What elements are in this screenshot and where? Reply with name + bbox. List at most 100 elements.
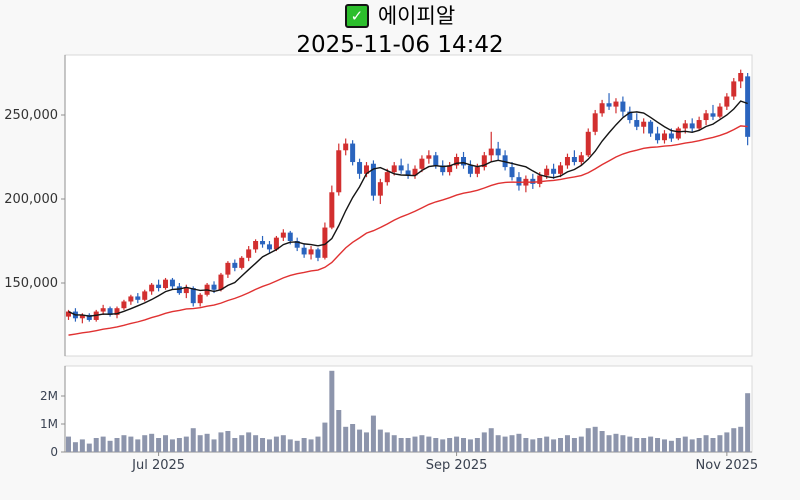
volume-bar — [738, 426, 744, 452]
candle-body — [176, 286, 182, 294]
volume-bar — [149, 433, 155, 452]
volume-bar — [606, 435, 612, 452]
volume-bar — [564, 435, 570, 452]
candle-body — [745, 76, 751, 137]
candle-body — [149, 284, 155, 292]
volume-tick-label: 2M — [40, 389, 58, 403]
candle-body — [620, 101, 626, 112]
volume-bar — [357, 429, 363, 452]
volume-bar — [329, 370, 335, 452]
volume-bar — [440, 439, 446, 452]
candle-body — [301, 247, 307, 255]
volume-bar — [447, 438, 453, 452]
volume-bar — [398, 438, 404, 452]
candle-body — [329, 192, 335, 228]
candle-body — [461, 157, 467, 166]
volume-tick-label: 1M — [40, 417, 58, 431]
candle-body — [363, 165, 369, 174]
volume-bar — [578, 436, 584, 452]
volume-bar — [218, 432, 224, 452]
volume-bars — [66, 370, 751, 452]
candle-body — [142, 291, 148, 300]
volume-bar — [93, 438, 99, 452]
candle-body — [114, 308, 120, 315]
candle-body — [384, 172, 390, 183]
volume-bar — [211, 439, 217, 452]
candle-body — [668, 133, 674, 139]
volume-bar — [675, 438, 681, 452]
candle-body — [239, 257, 245, 268]
volume-bar — [301, 438, 307, 452]
candle-body — [689, 123, 695, 129]
candle-body — [218, 274, 224, 290]
candle-body — [391, 165, 397, 173]
price-axis-ticks: 250,000 200,000 150,000 — [4, 108, 65, 291]
candle-body — [558, 165, 564, 174]
volume-bar — [107, 440, 113, 452]
volume-bar — [731, 428, 737, 452]
month-tick-label: Nov 2025 — [696, 458, 759, 473]
chart-datetime: 2025-11-06 14:42 — [296, 32, 504, 58]
candle-body — [606, 103, 612, 107]
symbol-checkbox[interactable]: ✓ — [344, 4, 369, 28]
volume-bar — [204, 433, 210, 452]
volume-bar — [135, 439, 141, 452]
price-tick-label: 250,000 — [4, 108, 58, 123]
volume-bar — [426, 436, 432, 452]
candle-body — [426, 155, 432, 159]
volume-bar — [350, 424, 356, 452]
candle-body — [648, 121, 654, 134]
candle-body — [183, 288, 189, 294]
volume-bar — [745, 393, 751, 452]
volume-bar — [384, 432, 390, 452]
volume-bar — [530, 439, 536, 452]
candle-body — [724, 96, 730, 107]
candle-body — [246, 249, 252, 258]
volume-panel — [64, 365, 753, 453]
month-tick-label: Sep 2025 — [426, 458, 488, 473]
candle-body — [661, 133, 667, 141]
candle-body — [641, 121, 647, 127]
candle-body — [197, 294, 203, 304]
volume-bar — [273, 436, 279, 452]
volume-bar — [197, 435, 203, 452]
symbol-name: 에이피알 — [377, 4, 456, 28]
candle-body — [564, 157, 570, 166]
volume-bar — [266, 439, 272, 452]
volume-axis-ticks: 2M 1M 0 — [40, 389, 65, 459]
candle-body — [100, 308, 106, 312]
volume-bar — [176, 438, 182, 452]
volume-bar — [717, 435, 723, 452]
ma-short-line — [68, 100, 748, 317]
candle-body — [571, 157, 577, 163]
candle-body — [156, 284, 162, 289]
volume-bar — [72, 442, 78, 452]
candle-body — [530, 178, 536, 184]
candle-body — [273, 237, 279, 250]
volume-bar — [620, 435, 626, 452]
candle-body — [398, 165, 404, 171]
candle-body — [696, 120, 702, 129]
candle-body — [412, 168, 418, 176]
volume-bar — [488, 428, 494, 452]
volume-bar — [544, 436, 550, 452]
candle-body — [634, 120, 640, 127]
volume-bar — [315, 436, 321, 452]
volume-bar — [461, 438, 467, 452]
candle-body — [190, 288, 196, 304]
volume-bar — [280, 435, 286, 452]
volume-bar — [308, 439, 314, 452]
volume-bar — [370, 415, 376, 452]
candle-body — [488, 148, 494, 156]
volume-bar — [343, 426, 349, 452]
candle-body — [350, 143, 356, 163]
candle-body — [253, 241, 259, 250]
symbol-row: ✓ 에이피알 — [0, 2, 800, 30]
volume-bar — [128, 436, 134, 452]
volume-bar — [585, 428, 591, 452]
volume-bar — [225, 431, 231, 452]
volume-bar — [405, 438, 411, 452]
volume-bar — [724, 432, 730, 452]
candle-body — [599, 103, 605, 114]
